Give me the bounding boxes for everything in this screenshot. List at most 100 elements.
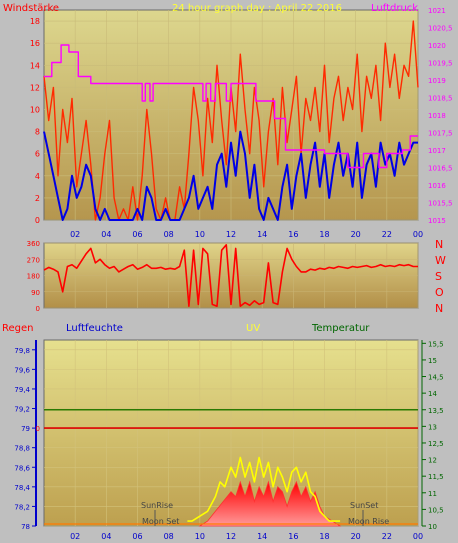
pressure-tick: 1015 (428, 217, 446, 225)
sunset-annotation: SunSet (350, 501, 378, 510)
time-tick: 08 (164, 532, 174, 541)
rain-axis-ticks: 0 (36, 425, 40, 433)
chart-title: 24 hour graph day : April 22 2016 (172, 3, 342, 14)
temperature-axis-ticks: 10 10,5 11 11,5 12 12,5 13 13,5 14 14,5 15 15,5 (422, 340, 444, 531)
pressure-tick: 1017 (428, 147, 446, 155)
time-tick: 18 (319, 532, 329, 541)
time-tick: 22 (382, 230, 392, 239)
humidity-tick: 79 (21, 425, 30, 433)
pressure-tick: 1015,5 (428, 200, 453, 208)
compass-letter: S (435, 270, 442, 283)
wind-speed-tick: 10 (30, 105, 40, 114)
time-tick: 12 (226, 230, 236, 239)
temperature-tick: 14 (428, 390, 437, 398)
humidity-tick: 78 (21, 523, 30, 531)
uv-area (198, 480, 342, 527)
pressure-tick: 1016,5 (428, 165, 453, 173)
time-tick: 08 (164, 230, 174, 239)
pressure-tick: 1016 (428, 182, 446, 190)
panel1-time-ticks: 02 04 06 08 10 12 14 16 18 20 22 00 (70, 230, 423, 239)
wind-speed-tick: 16 (30, 39, 40, 48)
direction-tick: 90 (31, 289, 40, 297)
wind-speed-label: Windstärke (3, 3, 59, 14)
grid-panel1 (44, 10, 419, 221)
compass-letter: N (435, 238, 443, 251)
temperature-tick: 12,5 (428, 440, 444, 448)
humidity-axis-ticks: 78 78,2 78,4 78,6 78,8 79 79,2 79,4 79,6 79,8 (14, 347, 36, 531)
humidity-tick: 78,2 (14, 503, 30, 511)
wind-speed-tick: 6 (35, 150, 40, 159)
uv-label: UV (246, 323, 260, 334)
humidity-label: Luftfeuchte (66, 323, 123, 334)
pressure-tick: 1020,5 (428, 25, 453, 33)
time-tick: 10 (195, 230, 205, 239)
humidity-tick: 79,4 (14, 386, 30, 394)
temperature-tick: 13,5 (428, 407, 444, 415)
time-tick: 04 (101, 532, 111, 541)
wind-speed-axis-ticks: 0 2 4 6 8 10 12 14 16 18 (30, 17, 40, 225)
compass-letter: N (435, 302, 443, 315)
time-tick: 06 (132, 532, 142, 541)
grid-panel2 (44, 242, 419, 309)
rain-tick: 0 (36, 425, 40, 433)
temperature-tick: 10,5 (428, 506, 444, 514)
direction-tick: 270 (27, 256, 40, 264)
compass-letter: W (435, 254, 446, 267)
temperature-tick: 10 (428, 523, 437, 531)
panel3-time-ticks: 02 04 06 08 10 12 14 16 18 20 22 00 (70, 532, 423, 541)
time-tick: 14 (257, 230, 267, 239)
wind-speed-tick: 14 (30, 61, 40, 70)
temperature-tick: 11,5 (428, 473, 444, 481)
time-tick: 12 (226, 532, 236, 541)
temperature-tick: 11 (428, 490, 437, 498)
direction-tick: 0 (36, 305, 40, 313)
humidity-tick: 78,4 (14, 484, 30, 492)
temperature-tick: 12 (428, 457, 437, 465)
panel1-series (43, 20, 419, 221)
humidity-tick: 79,8 (14, 347, 30, 355)
sunrise-annotation: SunRise (141, 501, 173, 510)
pressure-tick: 1018 (428, 112, 446, 120)
wind-direction-axis-ticks: 0 90 180 270 360 (27, 240, 40, 313)
pressure-label: Luftdruck (371, 3, 418, 14)
time-tick: 02 (70, 532, 80, 541)
time-tick: 00 (413, 230, 423, 239)
wind-speed-tick: 18 (30, 17, 40, 26)
moonrise-annotation: Moon Rise (348, 517, 389, 526)
time-tick: 06 (132, 230, 142, 239)
panel3-series (44, 408, 418, 527)
temperature-label: Temperatur (311, 323, 370, 334)
time-tick: 20 (351, 532, 361, 541)
direction-tick: 180 (27, 273, 40, 281)
time-tick: 14 (257, 532, 267, 541)
time-tick: 02 (70, 230, 80, 239)
humidity-tick: 79,2 (14, 406, 30, 414)
pressure-tick: 1017,5 (428, 130, 453, 138)
wind-direction-line (43, 244, 418, 307)
uv-line (187, 456, 341, 522)
wind-speed-tick: 2 (35, 194, 40, 203)
series-line-2 (44, 44, 418, 169)
rain-label: Regen (2, 323, 34, 334)
time-tick: 16 (288, 532, 298, 541)
humidity-tick: 78,6 (14, 464, 30, 472)
moonset-annotation: Moon Set (142, 517, 179, 526)
time-tick: 00 (413, 532, 423, 541)
panel2-series (43, 244, 418, 307)
time-tick: 04 (101, 230, 111, 239)
temperature-tick: 15,5 (428, 340, 444, 348)
direction-tick: 360 (27, 240, 40, 248)
wind-speed-tick: 12 (30, 83, 40, 92)
pressure-axis-ticks: 1015 1015,5 1016 1016,5 1017 1017,5 1018 1018,5… (428, 7, 453, 225)
time-tick: 22 (382, 532, 392, 541)
wind-speed-tick: 8 (35, 128, 40, 137)
compass-letter: O (435, 286, 444, 299)
pressure-tick: 1019 (428, 77, 446, 85)
wind-speed-tick: 0 (35, 216, 40, 225)
pressure-tick: 1019,5 (428, 60, 453, 68)
time-tick: 10 (195, 532, 205, 541)
temperature-tick: 13 (428, 423, 437, 431)
